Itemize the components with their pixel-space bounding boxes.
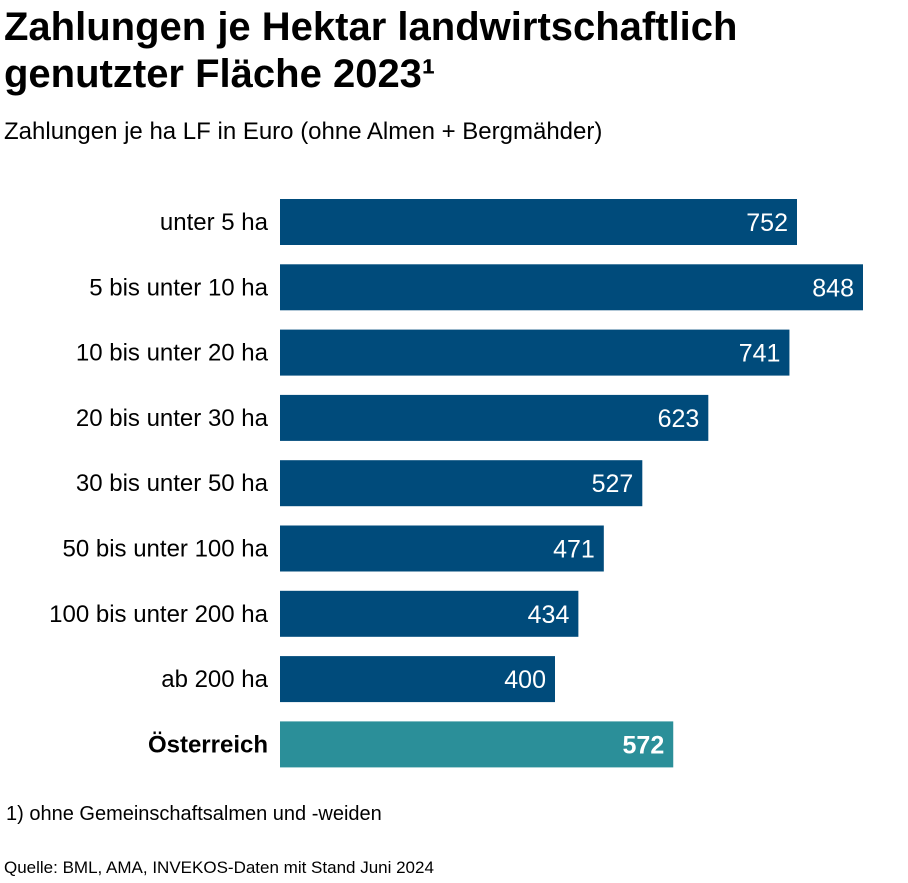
data-label: 752: [746, 209, 788, 237]
bar: [280, 656, 555, 703]
footnote: 1) ohne Gemeinschaftsalmen und -weiden: [6, 803, 382, 825]
bar: [280, 525, 604, 572]
category-label: unter 5 ha: [160, 209, 269, 236]
category-label: Österreich: [148, 731, 268, 758]
bar: [280, 721, 674, 768]
source-note: Quelle: BML, AMA, INVEKOS-Daten mit Stan…: [4, 858, 434, 877]
data-label: 471: [553, 536, 595, 564]
chart-title: Zahlungen je Hektar landwirtschaftlich g…: [4, 5, 738, 96]
data-label: 434: [528, 601, 570, 629]
category-label: 10 bis unter 20 ha: [76, 340, 269, 367]
data-label: 527: [592, 470, 634, 498]
category-label: 100 bis unter 200 ha: [49, 601, 268, 628]
bar: [280, 460, 643, 507]
bar: [280, 329, 790, 376]
data-label: 400: [504, 666, 546, 694]
data-label: 572: [623, 731, 665, 759]
bar: [280, 199, 797, 245]
data-label: 741: [739, 340, 781, 368]
bar-chart: unter 5 ha 752 5 bis unter 10 ha 848 10 bis …: [49, 199, 863, 768]
category-label: ab 200 ha: [161, 666, 268, 693]
bar: [280, 264, 863, 311]
data-label: 623: [658, 405, 700, 433]
category-label: 50 bis unter 100 ha: [63, 536, 269, 563]
chart-subtitle: Zahlungen je ha LF in Euro (ohne Almen +…: [4, 118, 603, 145]
category-label: 5 bis unter 10 ha: [89, 274, 268, 301]
category-label: 20 bis unter 30 ha: [76, 405, 269, 432]
category-label: 30 bis unter 50 ha: [76, 470, 269, 497]
bar: [280, 394, 709, 441]
bar: [280, 590, 579, 637]
data-label: 848: [812, 274, 854, 302]
